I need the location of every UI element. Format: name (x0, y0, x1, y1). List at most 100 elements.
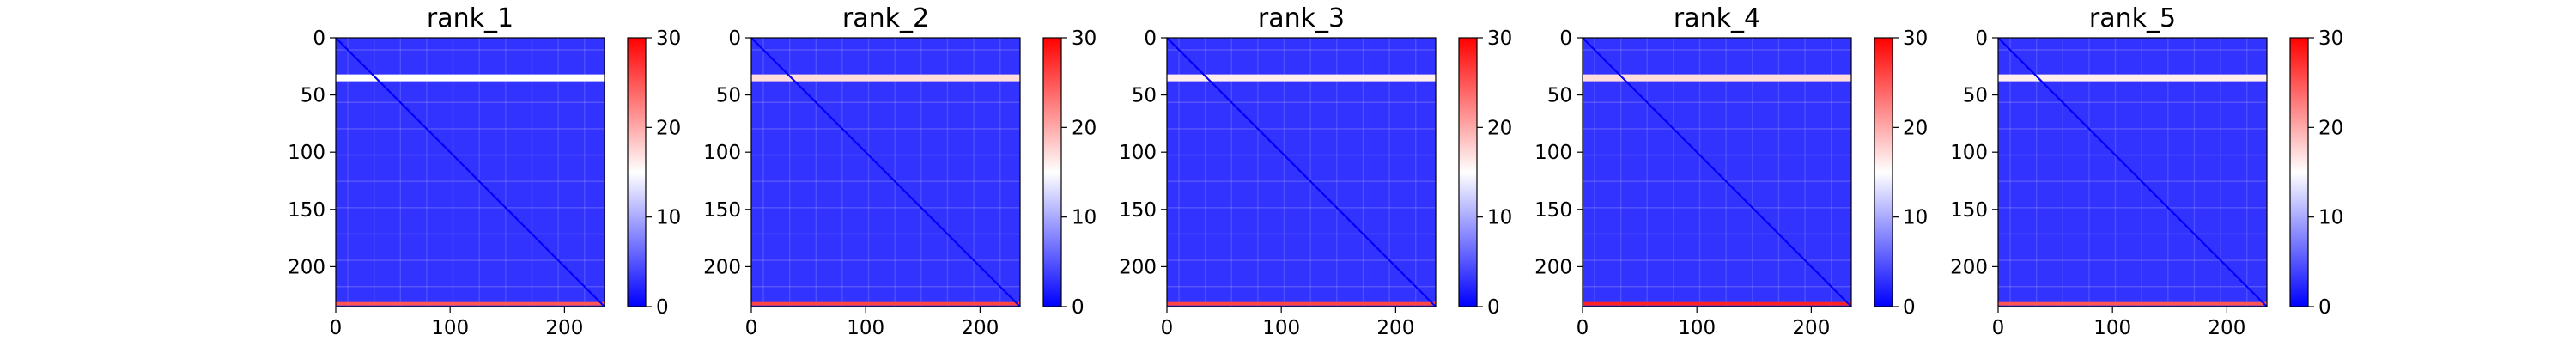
x-tick-label: 200 (1792, 317, 1830, 339)
colorbar-tick-label: 10 (1487, 207, 1512, 229)
x-tick-label: 100 (847, 317, 884, 339)
y-tick-label: 200 (1119, 256, 1157, 278)
colorbar-tick-label: 0 (2318, 296, 2331, 319)
heatmap-texture-row (751, 286, 1020, 288)
y-tick-label: 200 (288, 256, 325, 278)
y-tick-label: 50 (1963, 85, 1988, 107)
x-tick-label: 200 (2208, 317, 2245, 339)
y-tick-label: 100 (703, 142, 741, 164)
chart-title: rank_2 (842, 3, 929, 33)
x-tick-label: 0 (1161, 317, 1174, 339)
heatmap-texture-col (1336, 38, 1338, 307)
heatmap-texture-col (1362, 38, 1364, 307)
x-tick-label: 200 (1376, 317, 1414, 339)
y-tick-label: 150 (1950, 199, 1988, 222)
colorbar (1042, 37, 1062, 307)
heatmap-texture-row (751, 101, 1020, 103)
heatmap-texture-row (1167, 207, 1436, 209)
heatmap-texture-row (336, 101, 605, 103)
heatmap-texture-col (1257, 38, 1259, 307)
heatmap-texture-col (1204, 38, 1206, 307)
y-tick-label: 0 (1144, 27, 1157, 50)
y-tick-label: 200 (1534, 256, 1572, 278)
heatmap-texture-col (1698, 38, 1701, 307)
x-tick-label: 200 (961, 317, 999, 339)
x-tick-label: 0 (1992, 317, 2005, 339)
heatmap-texture-row (1583, 286, 1851, 288)
heatmap-texture-col (1752, 38, 1753, 307)
colorbar-tick-label: 30 (2318, 27, 2343, 50)
heatmap-texture-row (1583, 49, 1851, 51)
heatmap-texture-row (1167, 286, 1436, 288)
y-tick-label: 0 (1559, 27, 1572, 50)
heatmap-texture-col (1178, 38, 1180, 307)
plot-frame (1582, 37, 1852, 307)
heatmap-texture-col (1230, 38, 1232, 307)
heatmap-texture-col (399, 38, 401, 307)
heatmap-texture-row (1583, 259, 1851, 261)
heatmap-diagonal (750, 37, 1021, 307)
plot-frame (1997, 37, 2268, 307)
heatmap-row-band (336, 74, 605, 82)
heatmap-texture-col (1804, 38, 1806, 307)
colorbar-tick-label: 30 (656, 27, 681, 50)
x-tick-label: 100 (431, 317, 469, 339)
heatmap-texture-col (1594, 38, 1595, 307)
y-tick-label: 150 (288, 199, 325, 222)
colorbar-tick-label: 20 (1903, 117, 1928, 139)
heatmap-row-band (1998, 74, 2267, 82)
chart-title: rank_3 (1258, 3, 1345, 33)
colorbar-tick-label: 20 (2318, 117, 2343, 139)
colorbar-tick-label: 30 (1072, 27, 1097, 50)
heatmap-texture-row (336, 207, 605, 209)
heatmap-texture-col (2246, 38, 2248, 307)
colorbar (2289, 37, 2309, 307)
heatmap-texture-col (788, 38, 791, 307)
heatmap-texture-col (2088, 38, 2090, 307)
y-tick-label: 150 (1119, 199, 1157, 222)
heatmap-texture-col (557, 38, 559, 307)
heatmap-diagonal (1166, 37, 1437, 307)
plot-frame (335, 37, 605, 307)
heatmap-texture-row (1583, 101, 1851, 103)
heatmap-row-band (1583, 74, 1851, 82)
heatmap-texture-row (336, 128, 605, 130)
heatmap-texture-col (1725, 38, 1727, 307)
y-tick-label: 100 (1534, 142, 1572, 164)
heatmap-diagonal (335, 37, 605, 307)
heatmap-texture-col (1777, 38, 1780, 307)
heatmap-texture-col (2220, 38, 2221, 307)
heatmap-texture-row (1998, 286, 2267, 288)
y-tick-label: 0 (313, 27, 325, 50)
y-tick-label: 200 (703, 256, 741, 278)
y-tick-label: 200 (1950, 256, 1988, 278)
heatmap-texture-row (336, 180, 605, 182)
colorbar-tick-label: 20 (1487, 117, 1512, 139)
y-tick-label: 50 (716, 85, 741, 107)
heatmap-texture-col (505, 38, 507, 307)
heatmap-row-band (1583, 301, 1851, 306)
colorbar-tick-label: 0 (1903, 296, 1916, 319)
heatmap-texture-col (815, 38, 817, 307)
heatmap-texture-row (1167, 128, 1436, 130)
y-tick-label: 50 (1547, 85, 1572, 107)
heatmap-texture-row (1998, 180, 2267, 182)
heatmap-texture-col (973, 38, 975, 307)
heatmap-row-band (1998, 301, 2267, 306)
colorbar-tick-label: 30 (1487, 27, 1512, 50)
colorbar (627, 37, 647, 307)
colorbar-tick-label: 0 (656, 296, 669, 319)
y-tick-label: 100 (288, 142, 325, 164)
x-tick-label: 0 (1577, 317, 1589, 339)
x-tick-label: 100 (1678, 317, 1716, 339)
heatmap-texture-col (2193, 38, 2196, 307)
heatmap-texture-row (1583, 128, 1851, 130)
heatmap-texture-row (1583, 207, 1851, 209)
heatmap-panel-2: rank_2 0 50 100 150 200 0 100 200 0 10 20 30 (703, 3, 1097, 339)
heatmap-texture-col (1619, 38, 1622, 307)
x-tick-label: 100 (1262, 317, 1300, 339)
heatmap-texture-row (336, 259, 605, 261)
heatmap-row-band (751, 301, 1020, 306)
